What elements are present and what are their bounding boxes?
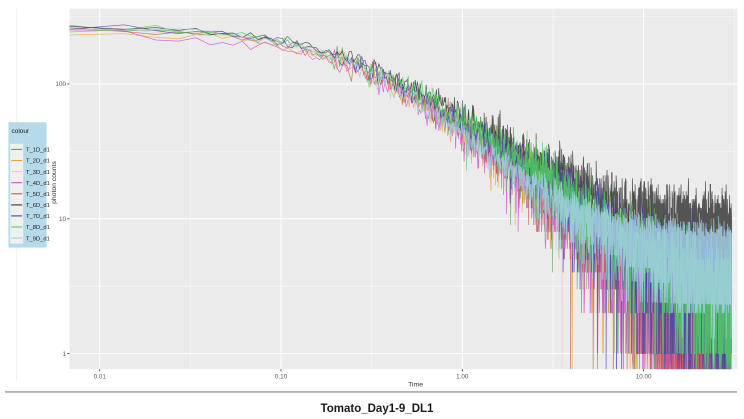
svg-text:T_2D_d1: T_2D_d1 — [26, 159, 50, 165]
svg-text:T_3D_d1: T_3D_d1 — [26, 170, 50, 176]
svg-text:0.01: 0.01 — [94, 374, 107, 381]
svg-text:10: 10 — [59, 216, 67, 223]
svg-text:100: 100 — [55, 81, 66, 88]
svg-text:0.10: 0.10 — [275, 374, 288, 381]
svg-text:colour: colour — [12, 128, 31, 135]
svg-text:T_4D_d1: T_4D_d1 — [26, 181, 50, 187]
svg-text:photon counts: photon counts — [51, 161, 58, 204]
svg-text:T_6D_d1: T_6D_d1 — [26, 203, 50, 209]
svg-text:10.00: 10.00 — [636, 374, 652, 381]
svg-text:T_1D_d1: T_1D_d1 — [26, 148, 50, 154]
svg-text:Tomato_Day1-9_DL1: Tomato_Day1-9_DL1 — [321, 403, 435, 415]
svg-text:T_9D_d1: T_9D_d1 — [26, 236, 50, 242]
svg-text:Time: Time — [408, 382, 423, 389]
svg-text:1: 1 — [62, 351, 66, 358]
svg-text:T_5D_d1: T_5D_d1 — [26, 192, 50, 198]
svg-text:1.00: 1.00 — [456, 374, 469, 381]
svg-text:T_7D_d1: T_7D_d1 — [26, 214, 50, 220]
svg-text:T_8D_d1: T_8D_d1 — [26, 225, 50, 231]
